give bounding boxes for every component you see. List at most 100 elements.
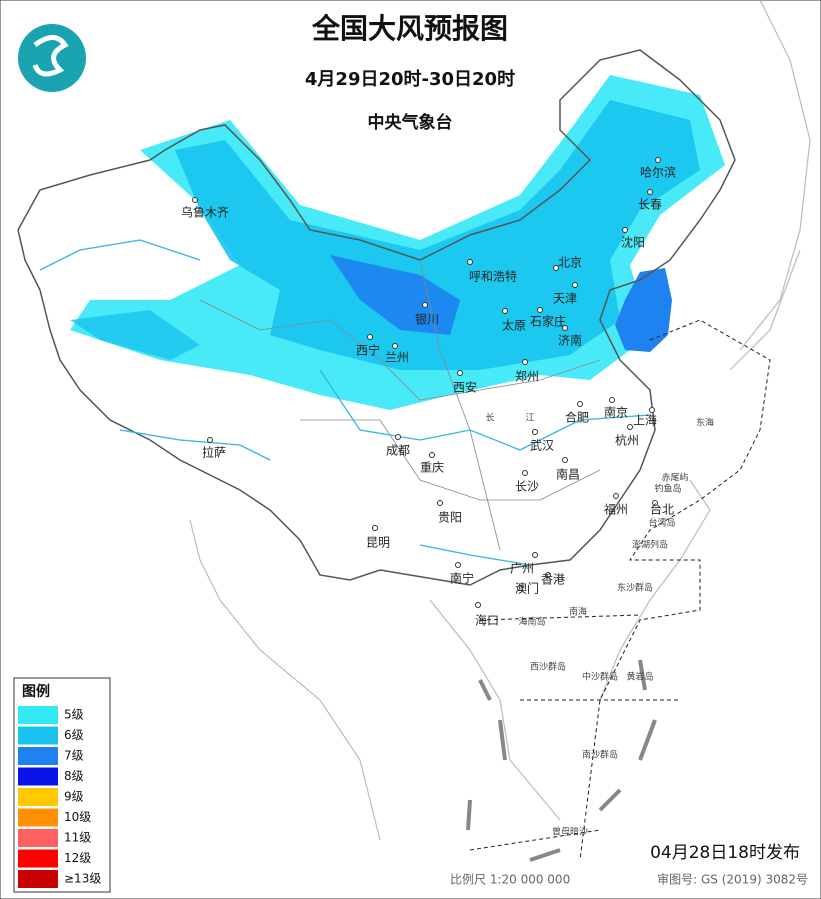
city-dot bbox=[613, 493, 619, 499]
place-label: 曾母暗沙 bbox=[552, 826, 588, 838]
wind-areas bbox=[70, 75, 725, 410]
city-dot bbox=[455, 562, 461, 568]
legend-swatch bbox=[18, 788, 58, 806]
logo-mark bbox=[32, 35, 69, 77]
city-dot bbox=[562, 325, 568, 331]
place-label: 东海 bbox=[696, 417, 714, 429]
city-label: 长春 bbox=[638, 198, 662, 212]
city-label: 济南 bbox=[558, 333, 582, 348]
city-dot bbox=[532, 552, 538, 558]
city-label: 银川 bbox=[415, 313, 439, 327]
place-label: 赤尾屿 bbox=[661, 473, 688, 484]
legend-swatch bbox=[18, 747, 58, 765]
city-label: 香港 bbox=[541, 573, 565, 587]
city-label: 合肥 bbox=[565, 410, 589, 425]
city-dot bbox=[429, 452, 435, 458]
place-label: 海南岛 bbox=[518, 616, 545, 628]
city-dot bbox=[192, 197, 198, 203]
place-label: 南海 bbox=[569, 606, 587, 618]
city-dot bbox=[207, 437, 213, 443]
place-label: 东沙群岛 bbox=[617, 582, 653, 594]
city-dot bbox=[395, 434, 401, 440]
city-dot bbox=[562, 457, 568, 463]
legend-label: 9级 bbox=[64, 790, 84, 804]
legend-swatch bbox=[18, 849, 58, 868]
city-label: 广州 bbox=[510, 562, 534, 576]
city-dot bbox=[577, 401, 583, 407]
city-dot bbox=[652, 500, 658, 506]
legend-swatch bbox=[18, 706, 58, 724]
issued-time: 04月28日18时发布 bbox=[650, 843, 800, 863]
approval: 审图号: GS (2019) 3082号 bbox=[657, 872, 808, 887]
city-label: 北京 bbox=[558, 256, 582, 270]
city-dot bbox=[522, 359, 528, 365]
issuer: 中央气象台 bbox=[368, 112, 453, 133]
city-label: 武汉 bbox=[530, 439, 554, 453]
logo bbox=[18, 24, 86, 92]
city-dot bbox=[457, 370, 463, 376]
legend-label: 12级 bbox=[64, 851, 91, 865]
city-dot bbox=[537, 307, 543, 313]
wind-level-7 bbox=[330, 255, 460, 335]
city-label: 郑州 bbox=[515, 369, 539, 384]
city-label: 上海 bbox=[633, 413, 657, 428]
city-dot bbox=[655, 157, 661, 163]
city-label: 杭州 bbox=[615, 433, 639, 448]
legend-swatch bbox=[18, 767, 58, 786]
legend-label: ≥13级 bbox=[64, 872, 101, 886]
city-label: 兰州 bbox=[385, 351, 409, 365]
city-label: 福州 bbox=[604, 502, 628, 517]
city-label: 西安 bbox=[453, 380, 477, 395]
place-label: 江 bbox=[525, 413, 534, 424]
sea-dashes bbox=[466, 659, 657, 862]
legend-label: 11级 bbox=[64, 831, 91, 845]
city-dot bbox=[367, 334, 373, 340]
title: 全国大风预报图 bbox=[311, 12, 508, 45]
city-label: 昆明 bbox=[366, 536, 390, 550]
place-label: 中沙群岛 bbox=[582, 671, 618, 683]
time-range: 4月29日20时-30日20时 bbox=[305, 69, 515, 90]
legend-label: 8级 bbox=[64, 769, 84, 783]
city-dot bbox=[475, 602, 481, 608]
legend-label: 5级 bbox=[64, 708, 84, 722]
city-label: 台北 bbox=[650, 502, 674, 517]
city-label: 南京 bbox=[604, 405, 628, 420]
city-dot bbox=[609, 397, 615, 403]
city-dot bbox=[392, 343, 398, 349]
city-dot bbox=[502, 308, 508, 314]
legend-label: 7级 bbox=[64, 749, 84, 763]
city-label: 重庆 bbox=[420, 461, 444, 475]
city-label: 南宁 bbox=[450, 571, 474, 586]
china-border bbox=[17, 49, 736, 586]
city-dot bbox=[522, 470, 528, 476]
legend-swatch bbox=[18, 726, 58, 745]
city-label: 贵阳 bbox=[438, 511, 462, 525]
wind-level-6 bbox=[70, 310, 200, 360]
sea-zones bbox=[469, 319, 771, 861]
city-dot bbox=[437, 500, 443, 506]
legend-swatch bbox=[18, 808, 58, 827]
city-dot bbox=[372, 525, 378, 531]
wind-level-6 bbox=[175, 100, 700, 370]
legend-swatch bbox=[18, 829, 58, 847]
city-label: 沈阳 bbox=[621, 235, 645, 250]
neighbor-borders bbox=[189, 0, 811, 841]
place-label: 长 bbox=[485, 412, 494, 424]
legend-label: 6级 bbox=[64, 728, 84, 742]
city-label: 呼和浩特 bbox=[469, 269, 517, 284]
city-label: 南昌 bbox=[556, 467, 580, 482]
city-dot bbox=[517, 585, 523, 591]
city-dot bbox=[647, 189, 653, 195]
city-label: 澳门 bbox=[515, 581, 539, 596]
place-label: 黄岩岛 bbox=[626, 671, 653, 683]
city-label: 天津 bbox=[553, 292, 577, 306]
city-label: 成都 bbox=[386, 444, 410, 458]
city-label: 太原 bbox=[502, 318, 526, 333]
place-label: 钓鱼岛 bbox=[654, 483, 681, 495]
city-label: 长沙 bbox=[515, 480, 539, 494]
city-label: 石家庄 bbox=[530, 314, 566, 329]
place-label: 澎湖列岛 bbox=[632, 539, 668, 551]
city-dot bbox=[532, 429, 538, 435]
